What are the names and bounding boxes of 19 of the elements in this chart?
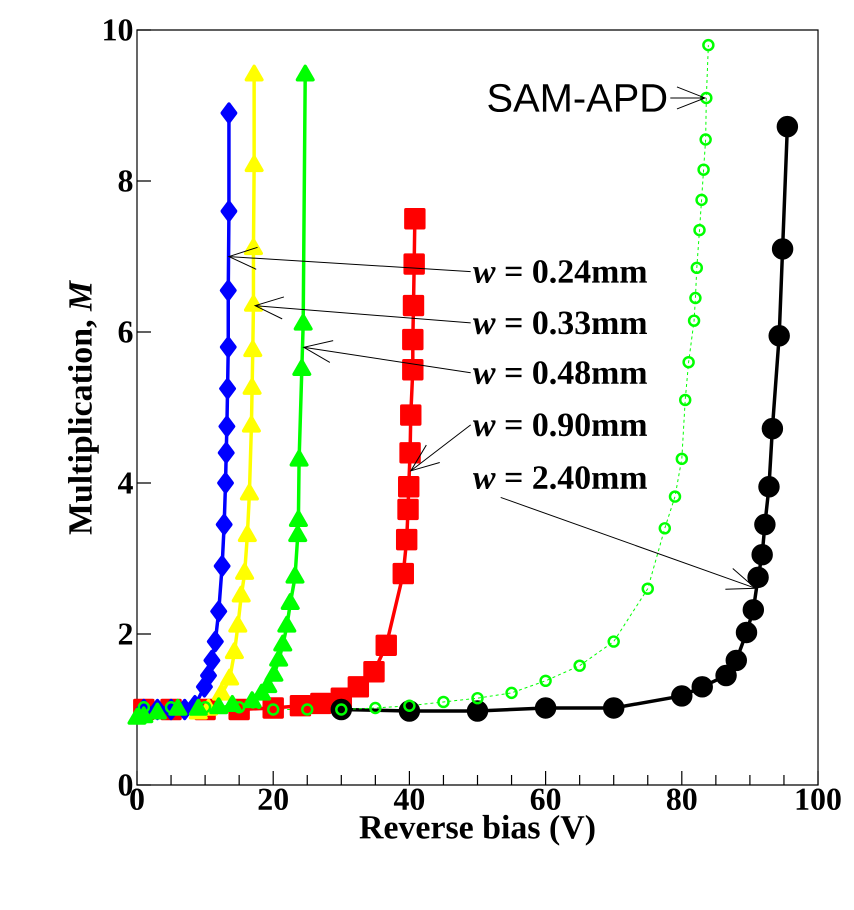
x-tick-label: 40 [394, 788, 424, 810]
annotation: w = 0.90mm [472, 413, 647, 436]
annotation: w = 0.33mm [472, 311, 647, 334]
x-tick-label: 80 [666, 788, 697, 810]
annotation: SAM-APD [488, 84, 666, 112]
y-tick-label: 6 [118, 321, 133, 343]
annotation: w = 0.24mm [472, 260, 647, 284]
x-tick-label: 20 [258, 788, 288, 810]
y-axis-title: Multiplication, M [68, 280, 99, 534]
annotation: w = 2.40mm [472, 466, 647, 490]
y-tick-label: 4 [118, 472, 133, 494]
x-tick-label: 60 [530, 788, 560, 810]
annotation: w = 0.48mm [472, 361, 647, 384]
x-axis-title: Reverse bias (V) [360, 814, 595, 846]
y-tick-label: 8 [118, 170, 132, 192]
x-tick-label: 100 [796, 788, 841, 810]
y-tick-label: 2 [118, 623, 132, 645]
y-tick-label: 10 [104, 19, 132, 41]
y-tick-label: 0 [118, 774, 132, 796]
